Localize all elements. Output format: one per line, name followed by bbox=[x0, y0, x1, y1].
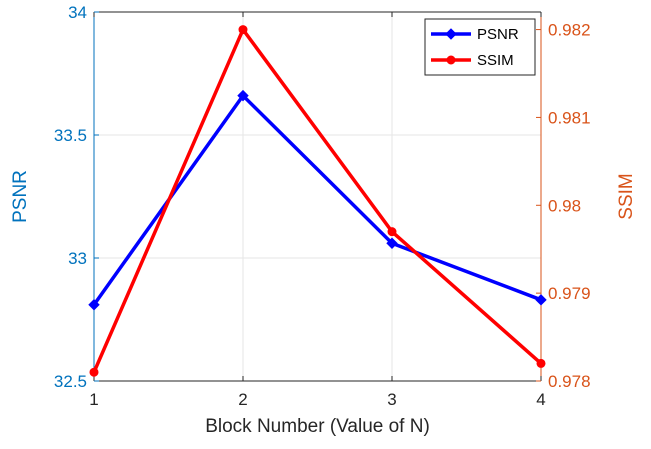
data-point-psnr bbox=[535, 294, 547, 306]
series-line-ssim bbox=[92, 26, 543, 373]
legend-item-psnr: PSNR bbox=[431, 26, 519, 43]
legend: PSNR SSIM bbox=[424, 18, 536, 76]
data-point-ssim bbox=[89, 367, 99, 377]
y-right-tick-label: 0.981 bbox=[548, 108, 591, 127]
legend-label-psnr: PSNR bbox=[477, 26, 519, 43]
x-tick-label: 1 bbox=[89, 390, 98, 409]
legend-marker-psnr bbox=[445, 28, 457, 40]
data-point-ssim bbox=[387, 227, 397, 237]
series-psnr bbox=[88, 89, 547, 311]
y-left-tick-label: 33.5 bbox=[54, 126, 87, 145]
x-tick-label: 3 bbox=[387, 390, 396, 409]
y-right-tick-label: 0.982 bbox=[548, 21, 591, 40]
series-ssim bbox=[89, 25, 546, 377]
data-point-psnr bbox=[237, 89, 249, 102]
y-left-tick-label: 33 bbox=[68, 249, 87, 268]
legend-item-ssim: SSIM bbox=[431, 52, 514, 69]
legend-marker-ssim bbox=[446, 55, 456, 65]
data-point-ssim bbox=[238, 25, 248, 35]
y-left-tick-label: 34 bbox=[68, 3, 87, 22]
data-point-psnr bbox=[386, 237, 398, 249]
y-right-tick-label: 0.98 bbox=[548, 196, 581, 215]
x-tick-label: 2 bbox=[238, 390, 247, 409]
x-tick-label: 4 bbox=[536, 390, 545, 409]
y-axis-right-label: SSIM bbox=[616, 173, 637, 219]
series-layer bbox=[88, 25, 547, 377]
data-point-psnr bbox=[88, 299, 100, 311]
x-axis-label: Block Number (Value of N) bbox=[205, 416, 430, 437]
series-line-psnr bbox=[92, 92, 542, 306]
y-right-tick-label: 0.979 bbox=[548, 284, 591, 303]
y-axis-left-label: PSNR bbox=[10, 170, 31, 223]
legend-label-ssim: SSIM bbox=[477, 52, 514, 69]
y-left-tick-label: 32.5 bbox=[54, 372, 87, 391]
data-point-ssim bbox=[536, 358, 546, 368]
legend-box bbox=[424, 18, 536, 76]
y-right-tick-label: 0.978 bbox=[548, 372, 591, 391]
